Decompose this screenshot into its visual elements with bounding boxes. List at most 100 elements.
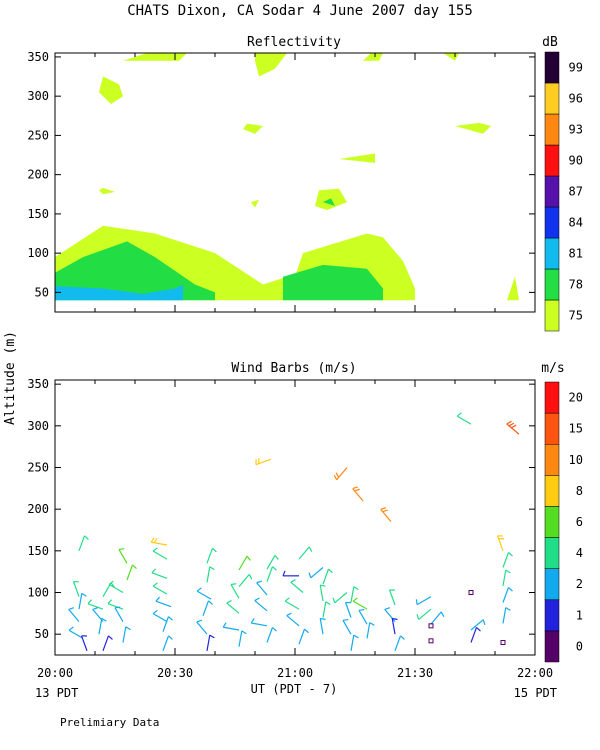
- x-tick-label: 20:30: [157, 666, 193, 680]
- wind-barb: [344, 601, 352, 618]
- wind-barb: [255, 458, 272, 466]
- wind-barb: [250, 618, 268, 627]
- reflectivity-colorbar: 75 78 81 84 87 90 93 96 99: [544, 51, 583, 332]
- colorbar-label: 96: [569, 92, 583, 106]
- wind-barb: [226, 599, 240, 614]
- colorbar-label: 87: [569, 185, 583, 199]
- y-tick-label: 50: [35, 285, 49, 299]
- wind-barb: [319, 584, 326, 601]
- reflectivity-title: Reflectivity: [247, 35, 341, 50]
- wind-barb: [162, 635, 173, 652]
- wind-barb: [102, 635, 113, 652]
- x-tick-label: 22:00: [517, 666, 553, 680]
- figure-title: CHATS Dixon, CA Sodar 4 June 2007 day 15…: [127, 3, 473, 19]
- wind-barb-calm: [500, 640, 506, 645]
- colorbar-swatch: [544, 82, 560, 115]
- wind-barb: [506, 420, 520, 435]
- colorbar-swatch: [544, 568, 560, 601]
- wind-barb: [256, 580, 268, 596]
- wind-barb: [230, 583, 240, 599]
- wind-barb: [222, 622, 240, 631]
- reflectivity-region: [251, 199, 259, 208]
- wind-plot-frame: [54, 379, 536, 656]
- colorbar-swatch: [544, 506, 560, 538]
- wind-barb: [98, 617, 107, 635]
- wind-barb: [206, 634, 215, 651]
- y-tick-label: 250: [27, 128, 49, 142]
- colorbar-swatch: [544, 237, 560, 270]
- wind-barb: [206, 547, 217, 564]
- wind-barb: [322, 568, 333, 585]
- wind-barb: [470, 627, 481, 643]
- wind-barbs-panel: Wind Barbs (m/s) 5010015020025030035020:…: [27, 361, 583, 680]
- wind-barb: [496, 535, 504, 552]
- reflectivity-region: [443, 53, 459, 61]
- colorbar-label: 90: [569, 154, 583, 168]
- colorbar-swatch: [544, 412, 560, 445]
- wind-barb: [502, 569, 511, 586]
- wind-barb-calm: [428, 623, 434, 629]
- colorbar-label: 10: [569, 453, 583, 467]
- colorbar-swatch: [544, 299, 560, 332]
- wind-barb: [254, 597, 268, 612]
- wind-colorbar-unit: m/s: [541, 361, 564, 376]
- wind-barb: [319, 617, 326, 635]
- y-tick-label: 300: [27, 419, 49, 433]
- wind-barb: [384, 607, 396, 623]
- colorbar-label: 75: [569, 309, 583, 323]
- wind-barb: [206, 566, 215, 583]
- reflectivity-region: [99, 188, 115, 195]
- y-tick-label: 350: [27, 50, 49, 64]
- reflectivity-region: [323, 198, 335, 206]
- colorbar-label: 2: [576, 577, 583, 591]
- wind-barb: [122, 626, 131, 643]
- wind-axes: 50 100 150 200 250 300 350 20:00 20:30 21:00 21:30…: [27, 377, 553, 680]
- wind-barb: [350, 586, 359, 603]
- wind-barb: [162, 616, 173, 632]
- reflectivity-region: [455, 122, 491, 134]
- wind-barb: [391, 617, 398, 635]
- wind-barb: [238, 630, 247, 647]
- wind-barb: [282, 570, 299, 577]
- wind-barb: [108, 580, 124, 594]
- wind-barb: [290, 579, 304, 593]
- colorbar-label: 8: [576, 484, 583, 498]
- wind-barb: [102, 582, 115, 597]
- wind-barb: [126, 564, 137, 581]
- reflectivity-axes: 50 100 150 200 250 300 350: [27, 50, 536, 312]
- wind-barb: [298, 546, 313, 560]
- wind-barb: [238, 574, 253, 588]
- colorbar-swatch: [544, 144, 560, 177]
- wind-barb: [87, 599, 104, 610]
- reflectivity-region: [99, 76, 123, 104]
- wind-barbs: [68, 412, 520, 652]
- start-date-label: 13 PDT: [35, 686, 78, 700]
- y-tick-label: 150: [27, 544, 49, 558]
- wind-barb: [298, 628, 309, 645]
- wind-barb-calm: [468, 590, 474, 595]
- wind-barb: [332, 592, 348, 604]
- wind-barb: [78, 592, 87, 610]
- reflectivity-region: [363, 53, 383, 61]
- wind-barb: [456, 412, 472, 425]
- wind-barb: [394, 635, 405, 652]
- wind-barb: [430, 611, 445, 625]
- colorbar-swatch: [544, 381, 560, 414]
- wind-barb: [286, 612, 300, 627]
- end-date-label: 15 PDT: [514, 686, 557, 700]
- wind-barb: [502, 552, 513, 568]
- wind-barb: [266, 627, 277, 643]
- wind-barb: [150, 537, 168, 546]
- y-tick-label: 200: [27, 502, 49, 516]
- wind-barb: [342, 618, 352, 635]
- wind-barb: [352, 486, 364, 502]
- colorbar-label: 0: [576, 639, 583, 653]
- reflectivity-region: [339, 153, 375, 163]
- wind-barb: [470, 619, 486, 631]
- y-tick-label: 300: [27, 89, 49, 103]
- x-tick-label: 20:00: [37, 666, 73, 680]
- wind-barb: [502, 587, 513, 603]
- colorbar-swatch: [544, 599, 560, 632]
- y-tick-label: 150: [27, 207, 49, 221]
